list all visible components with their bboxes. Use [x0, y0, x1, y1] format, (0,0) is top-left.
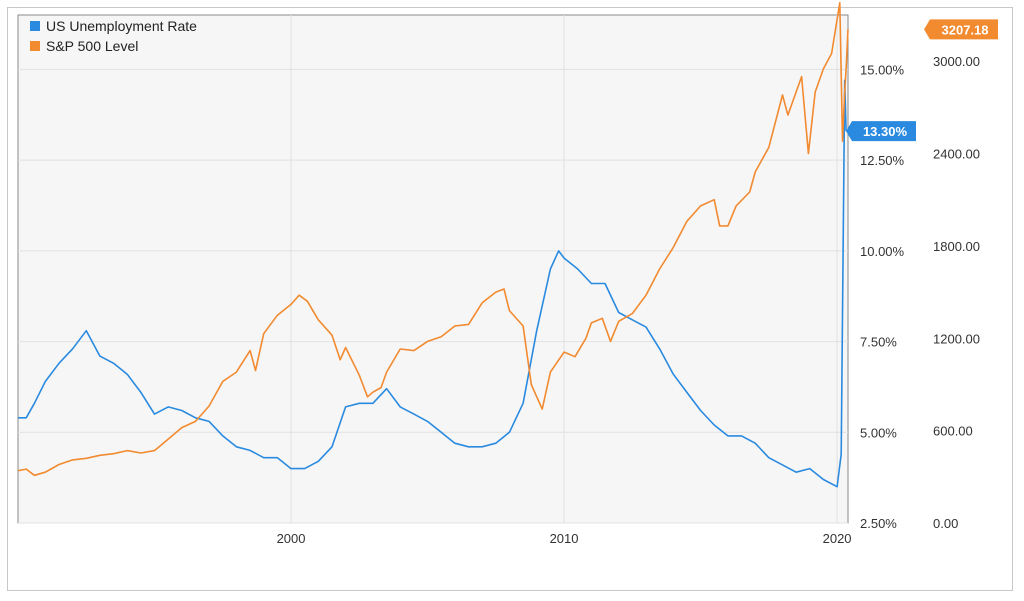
x-tick-label-2000: 2000: [277, 531, 306, 546]
x-tick-label-2010: 2010: [550, 531, 579, 546]
svg-text:3207.18: 3207.18: [942, 22, 989, 37]
grid-lines: [18, 15, 848, 524]
series-line-sp500: [17, 1, 849, 477]
legend-swatch-0: [30, 21, 40, 31]
y-left-tick-label-4: 12.50%: [860, 153, 905, 168]
y-left-tick-label-1: 5.00%: [860, 425, 897, 440]
legend-label-0: US Unemployment Rate: [46, 18, 197, 34]
y-left-tick-label-0: 2.50%: [860, 516, 897, 531]
end-labels: 13.30% 3207.18: [846, 19, 998, 142]
plot-area: [17, 14, 849, 524]
svg-text:13.30%: 13.30%: [863, 124, 908, 139]
y-axis-right-ticks: 0.00 600.00 1200.00 1800.00 2400.00 3000.00: [933, 54, 980, 531]
y-left-tick-label-5: 15.00%: [860, 62, 905, 77]
y-right-tick-label-3: 1800.00: [933, 239, 980, 254]
legend: US Unemployment Rate S&P 500 Level: [30, 18, 197, 54]
series-layer: [17, 1, 849, 488]
legend-label-1: S&P 500 Level: [46, 38, 138, 54]
y-right-tick-label-4: 2400.00: [933, 147, 980, 162]
y-axis-left-ticks: 2.50% 5.00% 7.50% 10.00% 12.50% 15.00%: [860, 62, 905, 531]
y-right-tick-label-5: 3000.00: [933, 54, 980, 69]
y-left-tick-label-2: 7.50%: [860, 335, 897, 350]
x-axis-ticks: 2000 2010 2020: [277, 531, 852, 546]
end-label-sp500: 3207.18: [924, 19, 998, 40]
y-right-tick-label-1: 600.00: [933, 424, 973, 439]
legend-swatch-1: [30, 41, 40, 51]
x-tick-label-2020: 2020: [823, 531, 852, 546]
series-line-unemployment: [18, 79, 847, 488]
end-label-unemployment: 13.30%: [846, 121, 916, 142]
y-left-tick-label-3: 10.00%: [860, 244, 905, 259]
y-right-tick-label-2: 1200.00: [933, 331, 980, 346]
y-right-tick-label-0: 0.00: [933, 516, 958, 531]
